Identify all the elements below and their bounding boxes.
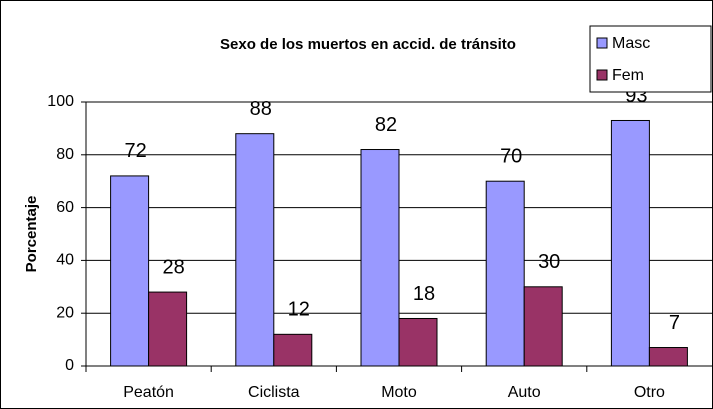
data-label: 72 — [124, 140, 146, 162]
x-tick-label: Ciclista — [248, 384, 300, 401]
data-label: 88 — [250, 98, 272, 120]
bar — [148, 291, 188, 367]
data-label: 18 — [413, 283, 435, 305]
y-tick-label: 40 — [56, 252, 74, 269]
data-label: 28 — [162, 256, 184, 278]
y-tick-label: 0 — [65, 357, 74, 374]
data-label: 70 — [500, 145, 522, 167]
data-label: 30 — [538, 251, 560, 273]
bar — [648, 347, 688, 367]
legend-box — [589, 25, 712, 93]
bar — [235, 133, 275, 367]
y-tick-label: 100 — [47, 93, 74, 110]
y-tick-label: 60 — [56, 199, 74, 216]
legend-label: Masc — [612, 35, 650, 52]
bar — [523, 286, 563, 367]
data-label: 82 — [375, 114, 397, 136]
chart-title: Sexo de los muertos en accid. de tránsit… — [220, 36, 516, 53]
x-tick-label: Auto — [508, 384, 541, 401]
data-label: 12 — [288, 299, 310, 321]
y-tick-label: 20 — [56, 304, 74, 321]
legend-swatch — [596, 37, 608, 49]
bar — [610, 119, 650, 367]
x-tick-label: Otro — [634, 384, 665, 401]
bar — [273, 333, 313, 367]
bar — [398, 317, 438, 367]
bar — [485, 180, 525, 367]
y-tick-label: 80 — [56, 146, 74, 163]
bar — [110, 175, 150, 367]
legend-label: Fem — [612, 67, 644, 84]
x-tick-label: Moto — [381, 384, 417, 401]
x-tick-label: Peatón — [123, 384, 174, 401]
legend-swatch — [596, 69, 608, 81]
bar — [360, 149, 400, 367]
y-axis-label: Porcentaje — [23, 196, 40, 273]
data-label: 7 — [669, 312, 680, 334]
